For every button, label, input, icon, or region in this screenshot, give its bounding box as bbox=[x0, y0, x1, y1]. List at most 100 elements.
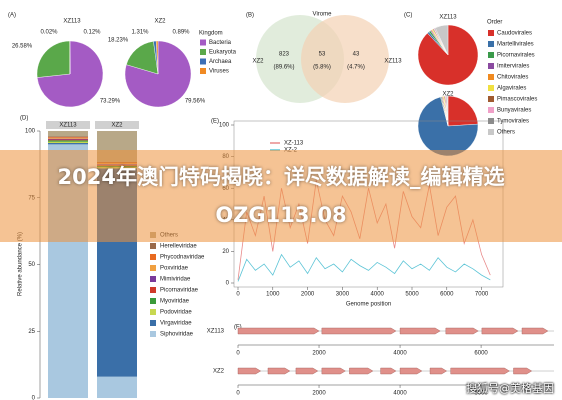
panel-label: (A) bbox=[8, 13, 16, 19]
legend-swatch bbox=[488, 129, 494, 135]
x-tick-label: 1000 bbox=[266, 292, 280, 298]
venn-count: 43 bbox=[353, 52, 360, 58]
gene-arrow bbox=[321, 327, 397, 335]
x-tick-label: 6000 bbox=[474, 391, 488, 397]
gene-arrow bbox=[349, 367, 374, 375]
facet-label: XZ2 bbox=[111, 123, 123, 129]
legend-title: Kingdom bbox=[199, 31, 223, 37]
y-tick-label: 20 bbox=[222, 249, 229, 255]
panel-label: (C) bbox=[404, 13, 412, 19]
gene-arrow bbox=[267, 367, 291, 375]
x-tick-label: 6000 bbox=[474, 351, 488, 357]
legend-title: Order bbox=[487, 20, 502, 26]
legend-swatch bbox=[200, 58, 206, 65]
gene-arrow bbox=[399, 367, 423, 375]
legend-label: Viruses bbox=[209, 69, 229, 75]
y-tick-label: 0 bbox=[226, 281, 230, 287]
legend-label: Picornaviridae bbox=[160, 288, 199, 294]
gene-arrow bbox=[237, 367, 262, 375]
slice-label: 0.12% bbox=[83, 30, 101, 36]
legend-label: Herelleviridae bbox=[160, 244, 197, 250]
track-label: XZ113 bbox=[207, 329, 225, 335]
legend-swatch bbox=[488, 96, 494, 102]
slice-label: 73.29% bbox=[100, 99, 121, 105]
legend-label: Phycodnaviridae bbox=[160, 255, 205, 261]
bar-segment bbox=[48, 137, 88, 139]
legend-label: Siphoviridae bbox=[160, 332, 194, 338]
legend-label: Podoviridae bbox=[160, 310, 192, 316]
bar-segment bbox=[48, 136, 88, 138]
legend-label: Pimascovirales bbox=[497, 97, 537, 103]
x-tick-label: 2000 bbox=[312, 391, 326, 397]
legend-label: Martellivirales bbox=[497, 42, 534, 48]
legend-label: Virgaviridae bbox=[160, 321, 192, 327]
panel-label: (B) bbox=[246, 13, 254, 19]
facet-header bbox=[46, 121, 90, 129]
legend-label: Bacteria bbox=[209, 40, 232, 46]
x-tick-label: 0 bbox=[236, 351, 240, 357]
venn-count: 823 bbox=[279, 52, 290, 58]
y-tick-label: 100 bbox=[219, 123, 230, 129]
set-label: XZ113 bbox=[384, 59, 402, 65]
gene-arrow bbox=[321, 367, 346, 375]
legend-swatch bbox=[200, 68, 206, 74]
bar-segment bbox=[48, 141, 88, 144]
pie-slice bbox=[36, 40, 71, 78]
x-tick-label: 4000 bbox=[371, 292, 385, 298]
panel-label: (E) bbox=[211, 119, 219, 125]
legend-swatch bbox=[150, 254, 156, 260]
facet-header bbox=[95, 121, 139, 129]
gene-arrow bbox=[450, 367, 510, 375]
slice-label: 26.58% bbox=[12, 44, 33, 50]
y-tick-label: 0 bbox=[32, 396, 36, 400]
slice-label: 18.23% bbox=[108, 38, 129, 44]
y-tick-label: 100 bbox=[25, 129, 36, 135]
legend-swatch bbox=[150, 331, 156, 337]
legend-label: Myoviridae bbox=[160, 299, 190, 305]
gene-arrow bbox=[429, 367, 448, 375]
legend-label: Caudovirales bbox=[497, 31, 532, 37]
legend-label: Picornavirales bbox=[497, 53, 535, 59]
banner: 2024年澳门特码揭晓：详尽数据解读_编辑精选OZG113.08 bbox=[0, 150, 562, 242]
slice-label: 0.89% bbox=[172, 30, 190, 36]
x-tick-label: 6000 bbox=[440, 292, 454, 298]
x-tick-label: 3000 bbox=[336, 292, 350, 298]
legend-label: Mimiviridae bbox=[160, 277, 191, 283]
slice-label: 79.56% bbox=[185, 99, 206, 105]
legend-label: XZ-113 bbox=[284, 141, 304, 147]
y-tick-label: 50 bbox=[28, 262, 35, 268]
bar-segment bbox=[48, 139, 88, 141]
bar-segment bbox=[48, 138, 88, 140]
legend-swatch bbox=[488, 85, 494, 91]
gene-arrow bbox=[513, 367, 533, 375]
pie-slice bbox=[446, 95, 449, 127]
pie-slice bbox=[447, 95, 479, 127]
venn-percent: (5.8%) bbox=[313, 65, 331, 71]
pie-slice bbox=[434, 24, 449, 56]
venn-percent: (4.7%) bbox=[347, 65, 365, 71]
pie-title: XZ113 bbox=[439, 15, 457, 21]
legend-swatch bbox=[150, 265, 156, 271]
legend-swatch bbox=[488, 41, 494, 47]
bar-segment bbox=[48, 137, 88, 138]
gene-arrow bbox=[237, 327, 320, 335]
legend-swatch bbox=[150, 287, 156, 293]
legend-label: Algavirales bbox=[497, 86, 526, 92]
venn-percent: (89.6%) bbox=[273, 65, 294, 71]
facet-label: XZ113 bbox=[59, 123, 77, 129]
legend-label: Others bbox=[497, 130, 515, 136]
legend-swatch bbox=[150, 276, 156, 282]
gene-arrow bbox=[521, 327, 549, 335]
x-tick-label: 4000 bbox=[393, 351, 407, 357]
x-tick-label: 4000 bbox=[393, 391, 407, 397]
legend-label: Chitovirales bbox=[497, 75, 528, 81]
legend-swatch bbox=[488, 30, 494, 36]
legend-label: Imitervirales bbox=[497, 64, 529, 70]
legend-swatch bbox=[150, 298, 156, 304]
legend-label: Eukaryota bbox=[209, 50, 237, 56]
legend-swatch bbox=[488, 52, 494, 58]
y-tick-label: 25 bbox=[28, 329, 35, 335]
bar-segment bbox=[48, 131, 88, 137]
x-axis-label: Genome position bbox=[346, 302, 391, 308]
